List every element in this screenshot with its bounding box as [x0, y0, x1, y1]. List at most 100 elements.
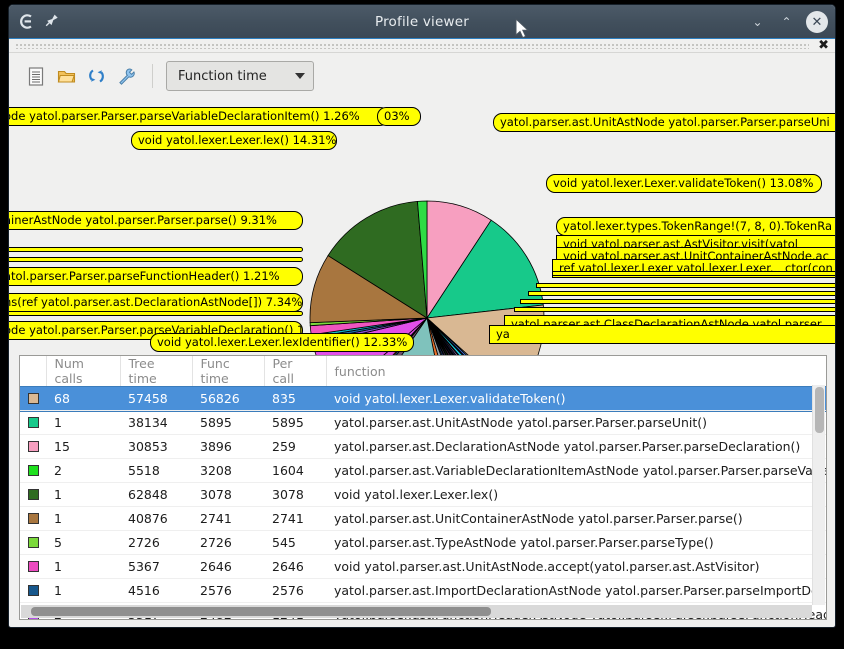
pie-slice-label — [9, 311, 303, 316]
pie-slice[interactable] — [426, 317, 503, 361]
pie-slice-label: atol.parser.Parser.parseFunctionHeader()… — [9, 267, 303, 286]
row-func-time: 3078 — [192, 482, 264, 507]
row-per-call: 3078 — [264, 482, 326, 507]
row-per-call: 5895 — [264, 410, 326, 435]
pie-slice[interactable] — [426, 317, 502, 361]
pie-slice-label: void yatol.lexer.Lexer.lex() 14.31% — [131, 131, 337, 150]
wrench-icon[interactable] — [113, 63, 139, 89]
row-func-time: 2646 — [192, 554, 264, 579]
row-tree-time: 57458 — [120, 386, 192, 411]
close-button[interactable]: ✕ — [806, 11, 828, 33]
horizontal-scrollbar[interactable] — [21, 605, 812, 618]
column-header-function[interactable]: function — [326, 356, 826, 387]
pie-slice-label — [552, 271, 835, 276]
pie-slice[interactable] — [426, 317, 479, 361]
row-per-call: 2646 — [264, 554, 326, 579]
minimize-button[interactable]: ⌄ — [752, 15, 763, 29]
table-row[interactable]: 1 5367 2646 2646 void yatol.parser.ast.UnitA… — [20, 554, 826, 579]
color-swatch-icon — [28, 465, 39, 476]
open-folder-icon[interactable] — [53, 63, 79, 89]
table-row[interactable]: 2 5518 3208 1604 yatol.parser.ast.VariableDe… — [20, 458, 826, 483]
pie-slice-label — [9, 247, 303, 252]
row-num-calls: 2 — [46, 458, 120, 483]
toolbar: Function time — [9, 53, 835, 99]
pie-slice[interactable] — [426, 317, 494, 361]
row-function: yatol.parser.ast.UnitAstNode yatol.parse… — [326, 410, 826, 435]
table-body: 68 57458 56826 835 void yatol.lexer.Lexer.va… — [20, 385, 826, 619]
column-header-num-calls[interactable]: Num calls — [46, 356, 121, 387]
color-swatch-icon — [28, 585, 39, 596]
metric-select-value: Function time — [178, 68, 267, 84]
pie-slice-label — [528, 291, 835, 296]
row-per-call: 835 — [264, 386, 326, 411]
column-header-color[interactable] — [20, 356, 47, 387]
row-num-calls: 1 — [46, 482, 120, 507]
toolbar-separator — [152, 64, 153, 88]
row-num-calls: 15 — [46, 434, 120, 459]
refresh-icon[interactable] — [83, 63, 109, 89]
title-bar[interactable]: Profile viewer ⌄ ⌃ ✕ — [9, 5, 835, 39]
row-function: yatol.parser.ast.DeclarationAstNode yato… — [326, 434, 826, 459]
pie-slice[interactable] — [426, 317, 495, 361]
table-row[interactable]: 1 40876 2741 2741 yatol.parser.ast.UnitConta… — [20, 506, 826, 531]
table-row[interactable]: 1 62848 3078 3078 void yatol.lexer.Lexer.lex… — [20, 482, 826, 507]
pie-slice[interactable] — [426, 317, 476, 361]
column-header-tree-time[interactable]: Tree time — [120, 356, 193, 387]
color-swatch-icon — [28, 561, 39, 572]
row-color-swatch — [20, 482, 46, 507]
pie-slice[interactable] — [327, 200, 428, 319]
row-func-time: 2576 — [192, 578, 264, 603]
table-row[interactable]: 68 57458 56826 835 void yatol.lexer.Lexer.va… — [20, 385, 826, 412]
row-tree-time: 30853 — [120, 434, 192, 459]
pie-chart-pane[interactable]: ode yatol.parser.Parser.parseVariableDec… — [9, 99, 835, 361]
metric-select[interactable]: Function time — [166, 61, 314, 91]
row-function: void yatol.lexer.Lexer.validateToken() — [326, 386, 826, 411]
pie-slice[interactable] — [426, 317, 481, 361]
row-color-swatch — [20, 386, 46, 411]
pie-slice[interactable] — [426, 317, 514, 361]
toolbar-drag-handle[interactable]: ✖ — [9, 38, 835, 53]
table-row[interactable]: 5 2726 2726 545 yatol.parser.ast.TypeAstNode… — [20, 530, 826, 555]
color-swatch-icon — [28, 393, 39, 404]
row-func-time: 2741 — [192, 506, 264, 531]
row-tree-time: 4516 — [120, 578, 192, 603]
app-logo-icon[interactable] — [18, 13, 35, 30]
row-func-time: 3896 — [192, 434, 264, 459]
table-row[interactable]: 1 4516 2576 2576 yatol.parser.ast.ImportDecl… — [20, 578, 826, 603]
row-color-swatch — [20, 554, 46, 579]
row-color-swatch — [20, 506, 46, 531]
pie-slice-label — [514, 307, 835, 312]
row-func-time: 5895 — [192, 410, 264, 435]
row-color-swatch — [20, 434, 46, 459]
vertical-scrollbar[interactable] — [812, 385, 825, 605]
pie-slice[interactable] — [426, 317, 471, 361]
pie-slice[interactable] — [426, 317, 468, 361]
row-per-call: 259 — [264, 434, 326, 459]
pie-slice-label: ainerAstNode yatol.parser.Parser.parse()… — [9, 211, 303, 230]
function-table[interactable]: Num calls Tree time Func time Per call f… — [19, 355, 827, 620]
row-tree-time: 38134 — [120, 410, 192, 435]
row-per-call: 1604 — [264, 458, 326, 483]
function-table-grid: Num calls Tree time Func time Per call f… — [20, 356, 826, 619]
pin-icon[interactable] — [44, 13, 61, 30]
table-header: Num calls Tree time Func time Per call f… — [20, 356, 826, 387]
row-color-swatch — [20, 458, 46, 483]
panel-close-icon[interactable]: ✖ — [818, 38, 829, 53]
document-icon[interactable] — [23, 63, 49, 89]
column-header-per-call[interactable]: Per call — [264, 356, 327, 387]
pie-slice[interactable] — [417, 200, 428, 319]
vertical-scrollbar-thumb[interactable] — [815, 387, 824, 433]
horizontal-scrollbar-thumb[interactable] — [31, 607, 491, 616]
table-row[interactable]: 1 38134 5895 5895 yatol.parser.ast.UnitAstNo… — [20, 410, 826, 435]
pie-slice[interactable] — [426, 317, 490, 361]
pie-slice-label: void yatol.lexer.Lexer.validateToken() 1… — [546, 174, 822, 193]
row-function: yatol.parser.ast.ImportDeclarationAstNod… — [326, 578, 826, 603]
row-color-swatch — [20, 530, 46, 555]
table-header-row: Num calls Tree time Func time Per call f… — [20, 356, 826, 387]
pie-slice-label: yatol.parser.ast.UnitAstNode yatol.parse… — [493, 113, 835, 132]
pie-slice[interactable] — [426, 317, 488, 361]
maximize-button[interactable]: ⌃ — [781, 15, 792, 29]
column-header-func-time[interactable]: Func time — [192, 356, 265, 387]
table-row[interactable]: 15 30853 3896 259 yatol.parser.ast.Declarati… — [20, 434, 826, 459]
row-per-call: 545 — [264, 530, 326, 555]
